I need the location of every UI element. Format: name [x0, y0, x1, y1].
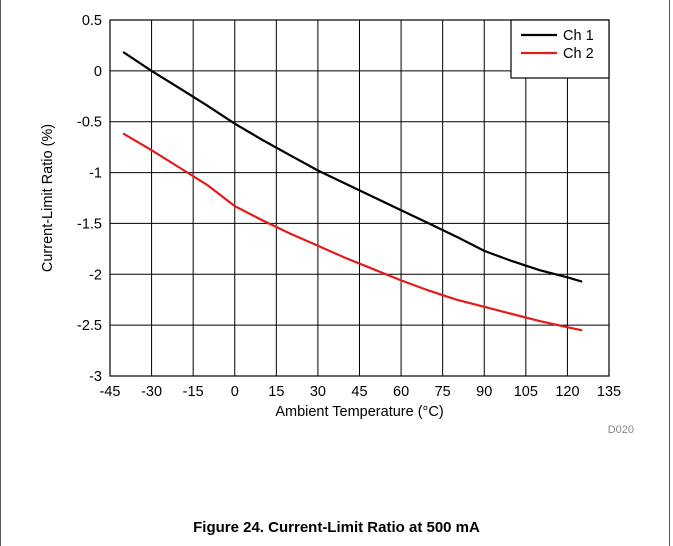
y-tick-label: 0	[94, 64, 102, 80]
x-tick-label: 60	[393, 384, 409, 400]
series-line-ch1	[122, 51, 583, 283]
legend-label: Ch 1	[563, 28, 594, 44]
x-tick-label: 45	[351, 384, 367, 400]
y-axis-label: Current-Limit Ratio (%)	[40, 124, 56, 272]
plot-area-border	[109, 19, 610, 377]
x-tick-label: 90	[476, 384, 492, 400]
x-tick-label: 15	[268, 384, 284, 400]
x-tick-label: 120	[555, 384, 579, 400]
legend-label: Ch 2	[563, 46, 594, 62]
chart-legend: Ch 1 Ch 2	[510, 19, 610, 79]
x-tick-label: -45	[100, 384, 121, 400]
x-tick-label: 30	[310, 384, 326, 400]
x-tick-label: 105	[514, 384, 538, 400]
figure-caption: Figure 24. Current-Limit Ratio at 500 mA	[193, 519, 480, 536]
y-tick-label: -0.5	[77, 115, 102, 131]
x-axis-label: Ambient Temperature (°C)	[275, 404, 443, 420]
y-tick-label: -1	[89, 166, 102, 182]
series-line-ch2	[122, 132, 583, 332]
y-tick-label: 0.5	[82, 13, 102, 29]
x-tick-label: -15	[183, 384, 204, 400]
legend-box	[510, 19, 610, 79]
tick-labels: -45 -30 -15 0 15 30 45 60 75 90 105 120 135 0.5 0 -0.5 -…	[77, 13, 621, 400]
x-tick-label: 135	[597, 384, 621, 400]
y-tick-label: -2.5	[77, 318, 102, 334]
x-tick-label: 0	[231, 384, 239, 400]
y-tick-label: -2	[89, 267, 102, 283]
x-tick-label: 75	[435, 384, 451, 400]
y-tick-label: -1.5	[77, 216, 102, 232]
figure-code: D020	[608, 424, 634, 436]
x-tick-label: -30	[141, 384, 162, 400]
y-tick-label: -3	[89, 369, 102, 385]
series-lines	[122, 51, 583, 332]
